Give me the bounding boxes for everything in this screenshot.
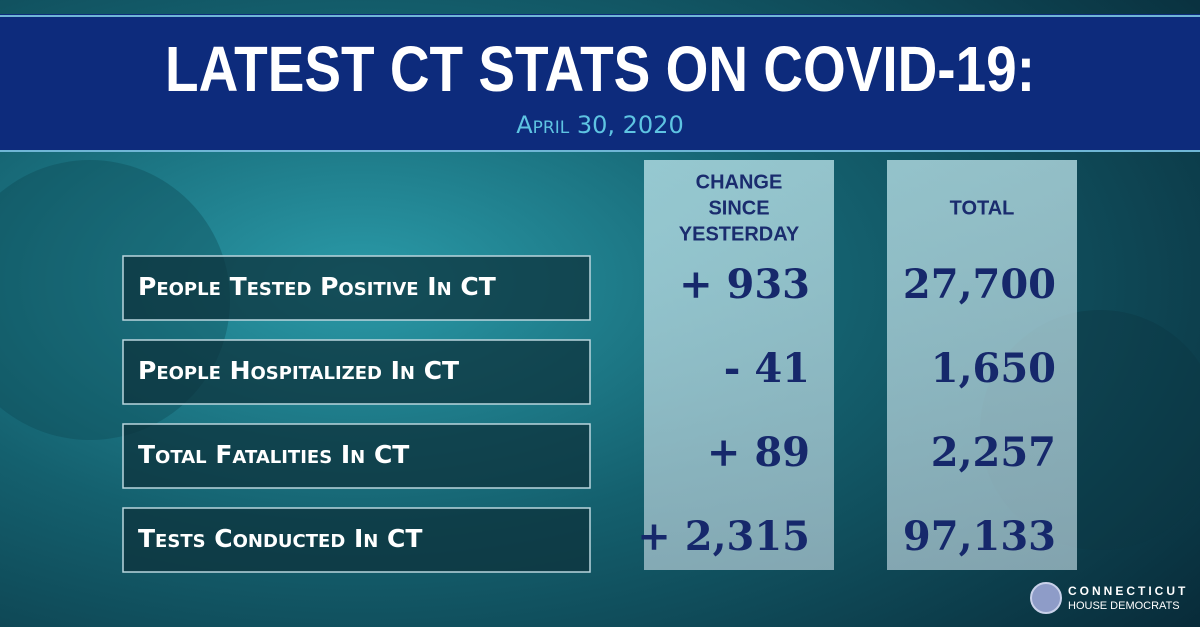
total-value: 27,700 <box>903 261 1056 308</box>
rows: People Tested Positive In CT + 933 27,700 P… <box>122 255 1056 573</box>
row-box <box>122 507 591 573</box>
logo-seal <box>1030 582 1062 614</box>
row-label: Tests Conducted In CT <box>138 524 422 553</box>
change-value: - 41 <box>724 345 810 392</box>
row-label: People Hospitalized In CT <box>138 356 459 385</box>
title: LATEST CT STATS ON COVID-19: <box>165 33 1035 105</box>
row-box <box>122 255 591 321</box>
logo-line2: HOUSE DEMOCRATS <box>1068 600 1180 612</box>
column-header: CHANGE <box>696 171 783 193</box>
column-header: TOTAL <box>950 197 1015 219</box>
date: April 30, 2020 <box>516 111 683 139</box>
change-value: + 89 <box>707 429 810 476</box>
row-box <box>122 423 591 489</box>
change-value: + 933 <box>679 261 810 308</box>
total-value: 2,257 <box>931 429 1056 476</box>
total-value: 97,133 <box>903 513 1056 560</box>
column-header: YESTERDAY <box>679 223 800 245</box>
column-header: SINCE <box>708 197 769 219</box>
row-label: Total Fatalities In CT <box>138 440 409 469</box>
total-value: 1,650 <box>931 345 1056 392</box>
title-band <box>0 14 1200 152</box>
total-column <box>887 160 1077 570</box>
change-column <box>644 160 834 570</box>
change-value: + 2,315 <box>637 513 810 560</box>
row-box <box>122 339 591 405</box>
logo-line1: CONNECTICUT <box>1068 584 1188 598</box>
row-label: People Tested Positive In CT <box>138 272 496 301</box>
